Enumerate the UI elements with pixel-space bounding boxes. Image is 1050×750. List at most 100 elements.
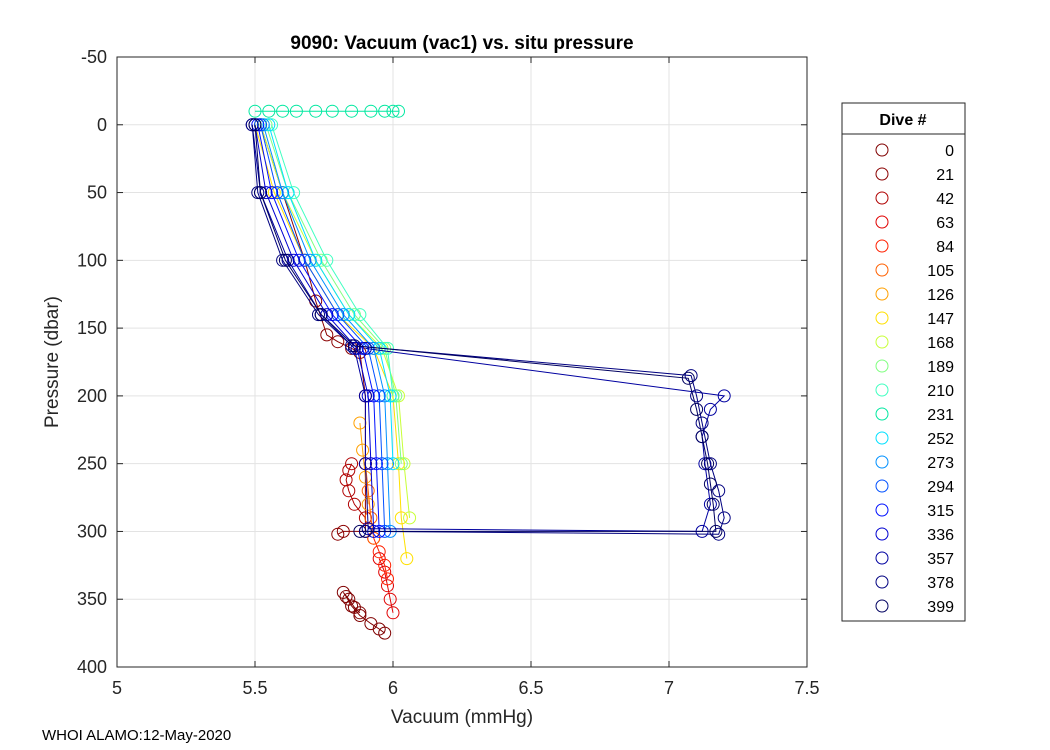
legend-entry: 147 [875,311,954,328]
data-point [345,599,359,613]
data-point [690,389,704,403]
data-point [356,443,370,457]
legend-entry: 315 [875,503,954,520]
legend-label: 63 [936,215,954,232]
series-210 [265,118,400,403]
data-point [392,104,405,118]
legend-entry: 168 [875,335,954,352]
legend-marker [875,479,889,493]
data-point [703,477,717,491]
y-tick-label: 400 [77,657,107,677]
data-point [717,389,731,403]
legend-marker [875,503,889,517]
x-ticks: 5 5.5 6 6.5 7 7.5 [112,57,820,698]
data-point [364,617,378,631]
y-tick-label: 50 [87,183,107,203]
data-point [695,416,709,430]
legend-entry: 252 [875,431,954,448]
data-point [345,104,359,118]
data-point [314,308,328,322]
data-point [278,253,292,267]
x-tick-label: 5 [112,678,122,698]
legend-label: 105 [927,263,954,280]
y-tick-label: 100 [77,250,107,270]
legend-marker [875,311,889,325]
data-point [358,457,372,471]
data-point [347,341,361,355]
data-point [703,457,717,471]
series-line [342,592,385,634]
data-point [394,511,408,525]
data-point [361,522,375,536]
data-point [706,497,720,511]
series-231 [248,104,405,118]
x-tick-label: 6.5 [518,678,543,698]
data-point [353,524,367,538]
legend-entry: 294 [875,479,954,496]
series-line [373,538,388,580]
legend-label: 168 [927,335,954,352]
series-line [271,124,394,396]
data-point [312,308,325,322]
data-point [403,511,417,525]
series-line [260,124,386,532]
data-point [684,369,698,383]
legend-entry: 0 [875,143,954,160]
legend-label: 0 [945,143,954,160]
data-point [256,118,270,132]
data-point [251,118,265,132]
data-point [394,457,408,471]
data-point [262,104,276,118]
series-line [364,463,375,539]
legend-label: 189 [927,359,954,376]
series-line [254,124,375,532]
footer-text: WHOI ALAMO:12-May-2020 [42,727,232,744]
data-point [339,590,353,603]
data-point [361,484,375,498]
legend-box [841,102,966,622]
legend-entry: 273 [875,455,954,472]
legend-label: 42 [936,191,954,208]
data-point [361,497,375,511]
series-line [254,124,717,532]
legend-label: 126 [927,287,954,304]
legend-marker [875,527,889,541]
y-tick-label: 0 [97,115,107,135]
data-point [254,186,267,200]
data-point [703,402,717,416]
data-point [386,606,400,620]
data-point [276,253,290,267]
series-line [257,124,380,532]
x-tick-label: 7 [664,678,674,698]
data-point [248,104,262,118]
legend-label: 210 [927,383,954,400]
data-point [361,389,375,403]
data-point [254,118,267,132]
data-point [378,104,392,118]
y-tick-label: 350 [77,589,107,609]
y-tick-label: 300 [77,521,107,541]
data-point [690,402,704,416]
data-point [397,457,411,471]
legend-label: 147 [927,311,954,328]
data-point [358,389,372,403]
legend-marker [875,599,889,613]
legend-marker [875,191,889,205]
data-point [347,339,361,353]
legend-marker [875,359,889,373]
legend-entry: 42 [875,191,954,208]
legend-marker [875,167,889,181]
legend-entry: 84 [875,239,954,256]
legend-marker [875,287,889,301]
data-point [701,457,715,471]
data-point [331,335,345,349]
legend-marker [875,455,889,469]
data-point [320,253,334,267]
data-point [331,527,345,541]
data-point [345,457,359,471]
legend-entry: 126 [875,287,954,304]
x-tick-label: 6 [388,678,398,698]
legend-title: Dive # [879,112,926,129]
data-point [400,552,414,566]
